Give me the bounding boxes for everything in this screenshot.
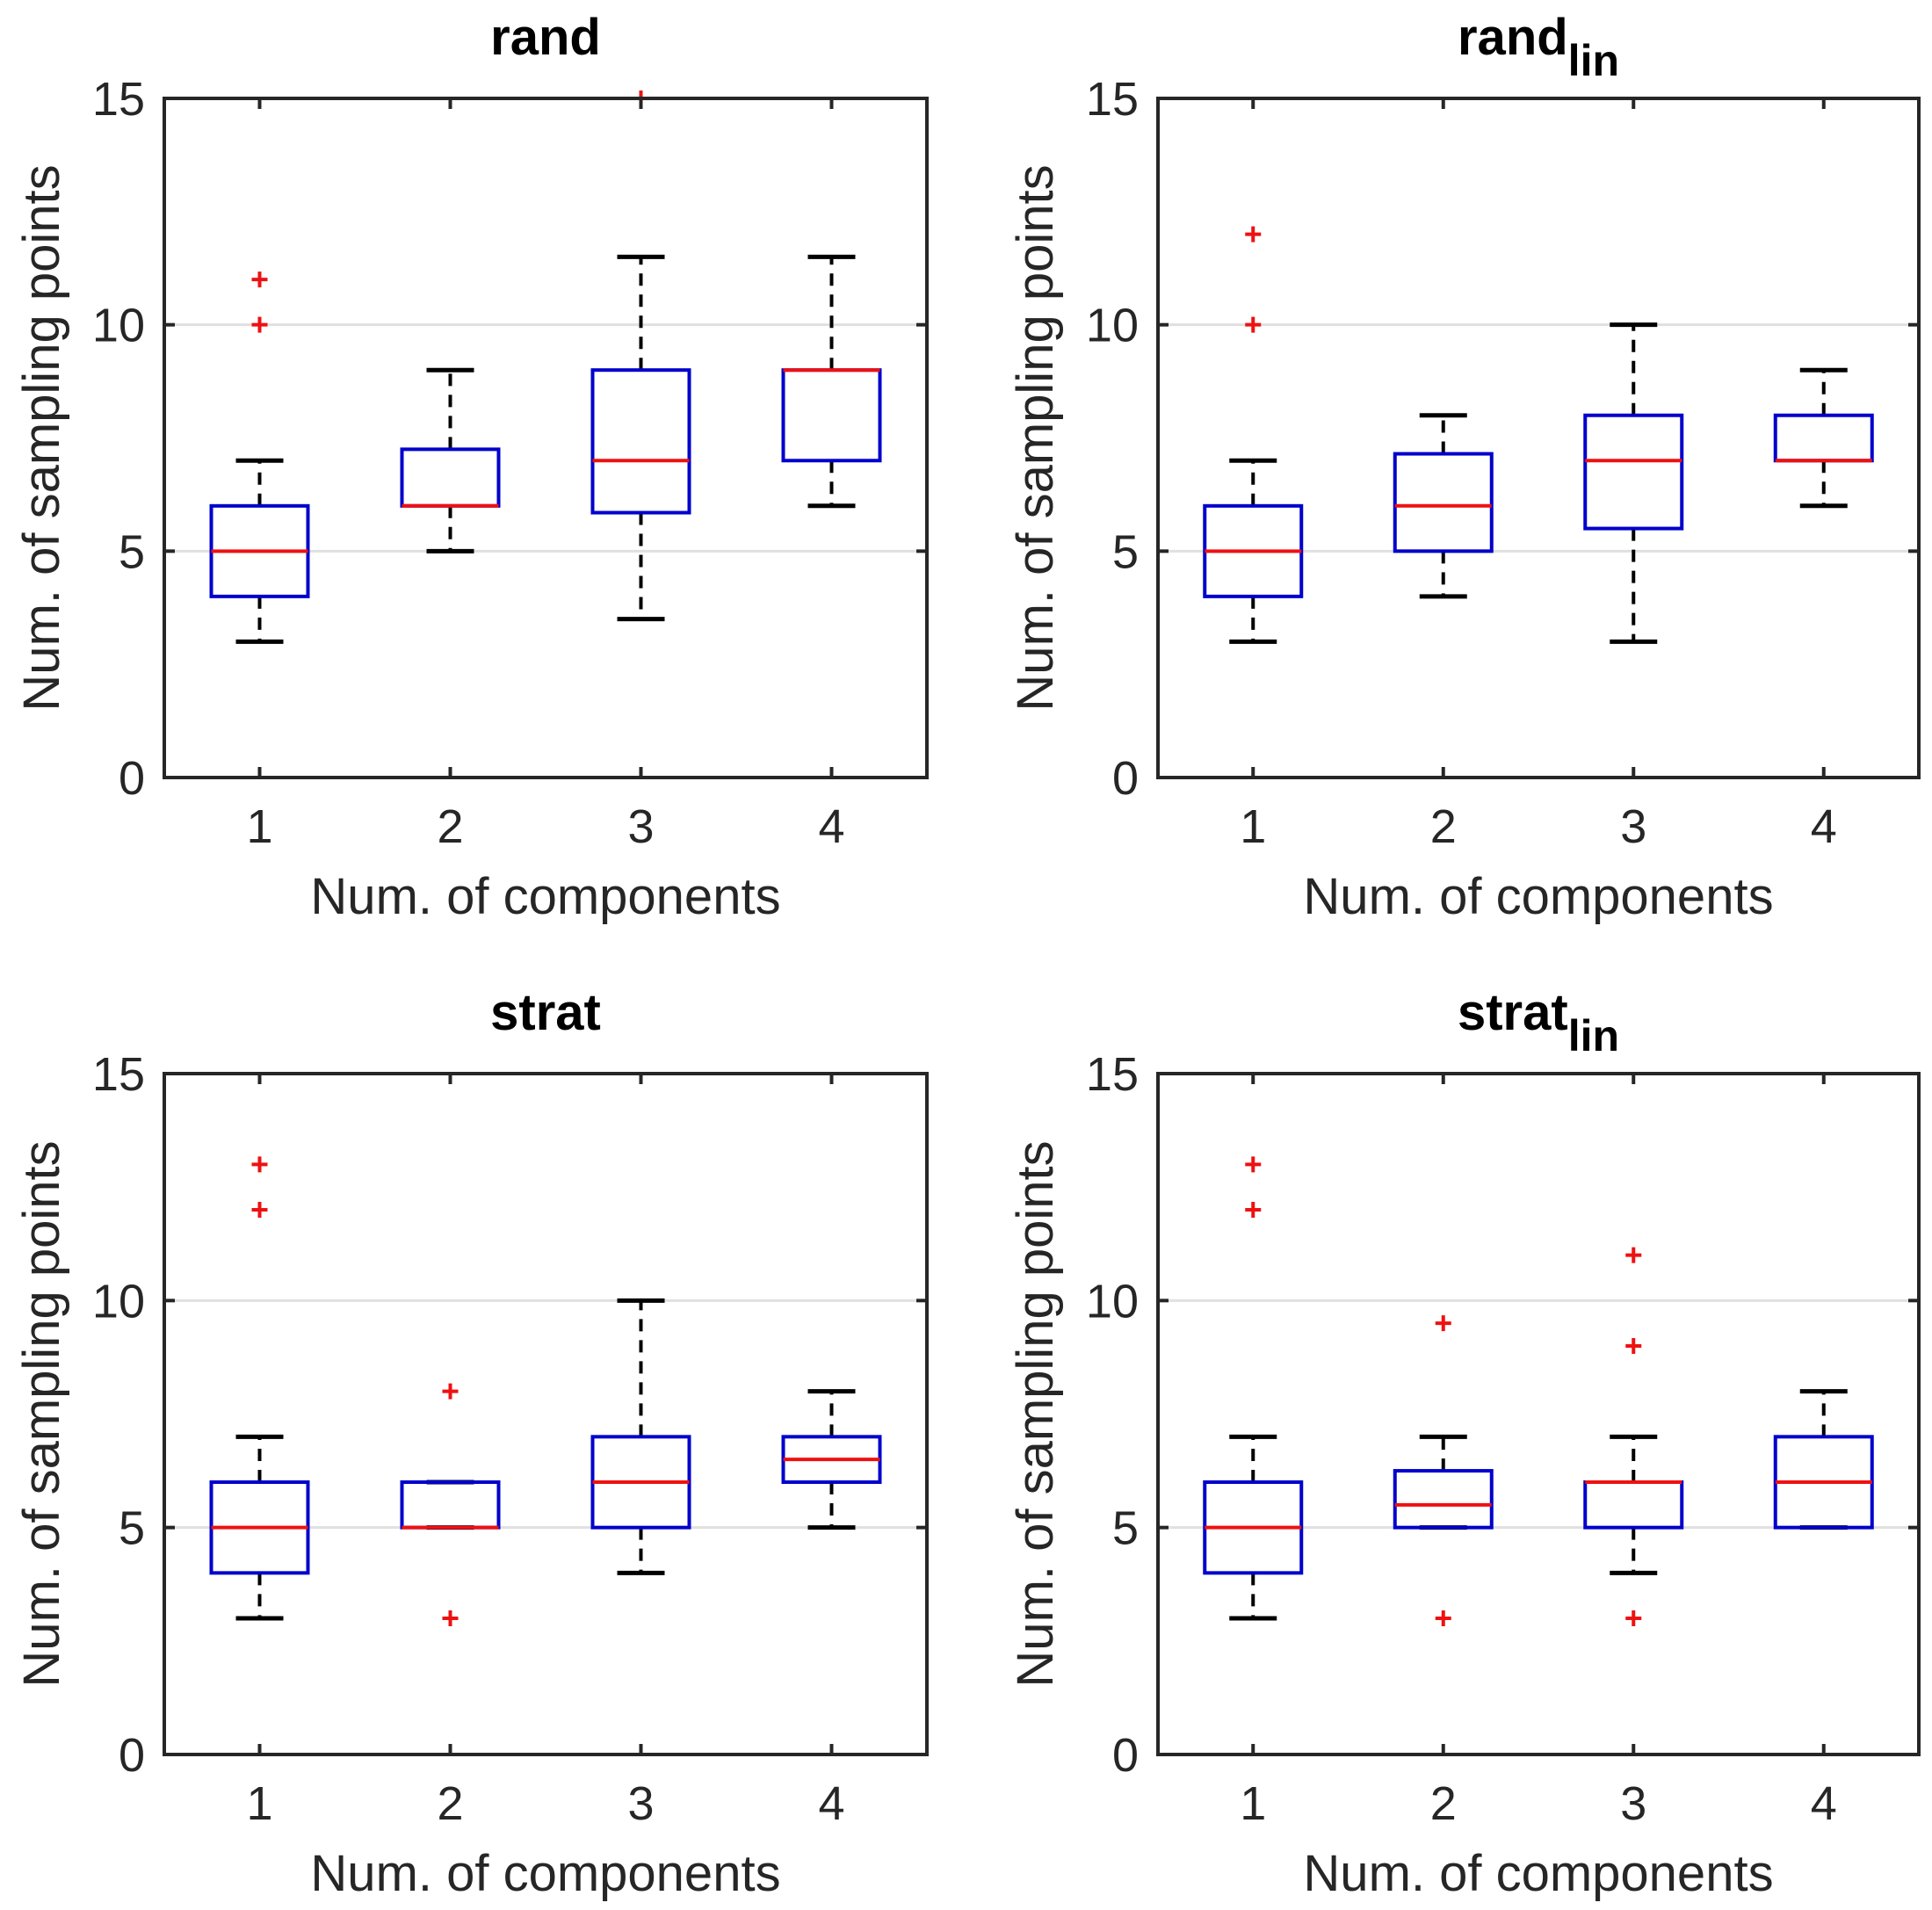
y-tick-label: 10	[92, 300, 145, 352]
box	[1393, 1469, 1494, 1530]
chart-title: rand	[490, 9, 601, 66]
chart-title-base: strat	[1458, 984, 1568, 1041]
x-tick-label: 4	[1811, 800, 1837, 853]
outlier-marker	[251, 1202, 268, 1218]
x-tick-label: 2	[437, 800, 463, 853]
chart-title: stratlin	[1458, 984, 1619, 1060]
box	[1773, 413, 1874, 463]
box-group-1	[1203, 226, 1304, 644]
x-tick-label: 4	[818, 800, 844, 853]
x-axis-label: Num. of components	[310, 868, 780, 925]
x-tick-label: 3	[1620, 1777, 1646, 1830]
chart-panel-2: 0 5 10 15 1 2 3 4 Num. of components Num. of samp…	[1007, 9, 1921, 925]
chart-title-base: rand	[1458, 9, 1568, 66]
x-tick-label: 2	[1430, 1777, 1457, 1830]
y-tick-label: 0	[119, 752, 145, 805]
outlier-marker	[1245, 226, 1262, 242]
x-tick-label: 3	[1620, 800, 1646, 853]
x-tick-label: 1	[246, 800, 272, 853]
axes-frame	[163, 97, 929, 779]
box-group-3	[590, 1298, 691, 1575]
box-group-3	[1583, 322, 1684, 644]
x-tick-label: 1	[246, 1777, 272, 1830]
chart-title-subscript: lin	[1568, 36, 1619, 85]
outlier-marker	[1435, 1315, 1451, 1332]
x-tick-label: 3	[627, 1777, 654, 1830]
box-group-3	[1583, 1247, 1684, 1626]
chart-title-base: rand	[490, 9, 601, 66]
outlier-marker	[1245, 316, 1262, 333]
chart-panel-4: 0 5 10 15 1 2 3 4 Num. of components Num. of samp…	[1007, 984, 1921, 1902]
outlier-marker	[1245, 1156, 1262, 1173]
y-tick-label: 10	[92, 1275, 145, 1328]
x-axis-label: Num. of components	[1303, 868, 1773, 925]
box-group-2	[1393, 1315, 1494, 1626]
x-axis-label: Num. of components	[310, 1845, 780, 1902]
chart-title-subscript: lin	[1568, 1011, 1619, 1060]
box-group-2	[1393, 413, 1494, 599]
outlier-marker	[1625, 1610, 1642, 1626]
y-axis-label: Num. of sampling points	[13, 164, 70, 711]
box-group-4	[781, 254, 882, 509]
chart-title: randlin	[1458, 9, 1619, 85]
box-group-2	[400, 1383, 501, 1626]
x-axis-label: Num. of components	[1303, 1845, 1773, 1902]
outlier-marker	[1245, 1202, 1262, 1218]
x-tick-label: 2	[1430, 800, 1457, 853]
y-axis-label: Num. of sampling points	[13, 1140, 70, 1687]
box-group-2	[400, 367, 501, 553]
box-group-1	[1203, 1156, 1304, 1621]
x-tick-label: 3	[627, 800, 654, 853]
box	[1393, 452, 1494, 553]
y-tick-label: 0	[1112, 752, 1139, 805]
box-group-4	[1773, 1389, 1874, 1530]
outlier-marker	[1435, 1610, 1451, 1626]
outlier-marker	[1625, 1338, 1642, 1354]
box-group-4	[781, 1389, 882, 1530]
x-tick-label: 1	[1240, 1777, 1266, 1830]
chart-panel-3: 0 5 10 15 1 2 3 4 Num. of components Num. of samp…	[13, 984, 929, 1902]
box	[590, 368, 691, 515]
y-tick-label: 5	[1112, 525, 1139, 578]
y-tick-label: 5	[1112, 1502, 1139, 1555]
outlier-marker	[251, 271, 268, 288]
axes-frame	[163, 1072, 929, 1756]
y-axis-label: Num. of sampling points	[1007, 1140, 1064, 1687]
x-tick-label: 4	[818, 1777, 844, 1830]
y-tick-label: 15	[92, 1048, 145, 1101]
chart-panel-1: 0 5 10 15 1 2 3 4 Num. of components Num. of samp…	[13, 9, 929, 925]
chart-title-base: strat	[490, 984, 601, 1041]
box	[781, 368, 882, 463]
y-axis-label: Num. of sampling points	[1007, 164, 1064, 711]
y-tick-label: 15	[1086, 1048, 1139, 1101]
x-tick-label: 2	[437, 1777, 463, 1830]
y-tick-label: 0	[1112, 1729, 1139, 1782]
box-group-4	[1773, 367, 1874, 509]
y-tick-label: 10	[1086, 1275, 1139, 1328]
box-group-3	[590, 90, 691, 622]
y-tick-label: 0	[119, 1729, 145, 1782]
box	[400, 447, 501, 508]
box	[400, 1480, 501, 1530]
chart-title: strat	[490, 984, 601, 1041]
outlier-marker	[251, 1156, 268, 1173]
outlier-marker	[442, 1610, 459, 1626]
y-tick-label: 5	[119, 1502, 145, 1555]
outlier-marker	[442, 1383, 459, 1400]
y-tick-label: 15	[92, 73, 145, 126]
x-tick-label: 1	[1240, 800, 1266, 853]
axes-frame	[1156, 1072, 1921, 1756]
box	[1583, 1480, 1684, 1530]
box	[1583, 413, 1684, 531]
axes-frame	[1156, 97, 1921, 779]
box-group-1	[209, 271, 310, 644]
outlier-marker	[251, 316, 268, 333]
box-group-1	[209, 1156, 310, 1621]
x-tick-label: 4	[1811, 1777, 1837, 1830]
y-tick-label: 5	[119, 525, 145, 578]
y-tick-label: 15	[1086, 73, 1139, 126]
y-tick-label: 10	[1086, 300, 1139, 352]
outlier-marker	[1625, 1247, 1642, 1263]
